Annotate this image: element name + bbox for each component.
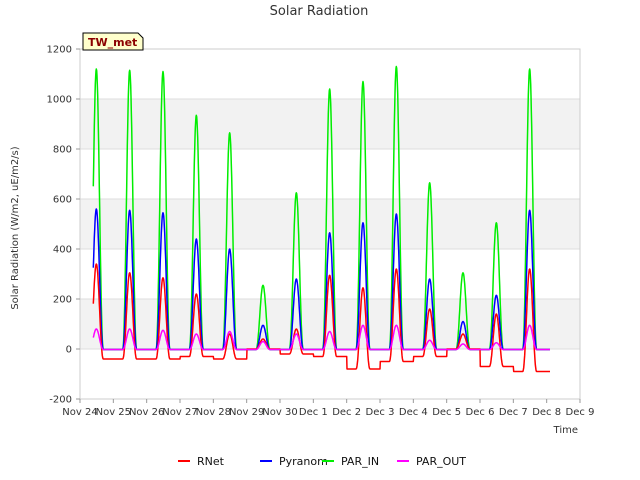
- x-tick-label: Dec 4: [399, 407, 428, 418]
- series-layer: [92, 65, 551, 373]
- legend-label-pyranom: Pyranom: [279, 455, 328, 468]
- x-tick-label: Dec 2: [332, 407, 361, 418]
- y-axis-ticks: -200 0 200 400 600 800 1000 1200: [47, 45, 80, 406]
- legend-label-par-out: PAR_OUT: [416, 455, 466, 468]
- site-tag-box: [82, 32, 144, 51]
- x-tick-label: Dec 5: [432, 407, 461, 418]
- site-tag-label: TW_met: [88, 36, 137, 49]
- plot-background: [80, 99, 580, 349]
- x-tick-label: Nov 24: [62, 407, 97, 418]
- y-tick-label: 1200: [47, 45, 72, 56]
- plot-band: [80, 199, 580, 249]
- x-tick-label: Nov 27: [162, 407, 197, 418]
- chart-title: Solar Radiation: [270, 4, 369, 19]
- x-tick-label: Dec 8: [532, 407, 561, 418]
- y-tick-label: 600: [53, 195, 72, 206]
- x-axis-label: Time: [553, 425, 578, 436]
- y-tick-label: 0: [66, 345, 72, 356]
- legend-label-rnet: RNet: [197, 455, 225, 468]
- x-tick-label: Dec 7: [499, 407, 528, 418]
- legend: RNet Pyranom PAR_IN PAR_OUT: [178, 455, 466, 468]
- y-tick-label: 200: [53, 295, 72, 306]
- x-tick-label: Nov 30: [262, 407, 297, 418]
- y-tick-label: 800: [53, 145, 72, 156]
- x-tick-label: Nov 26: [129, 407, 164, 418]
- x-tick-label: Dec 6: [466, 407, 495, 418]
- y-tick-label: 400: [53, 245, 72, 256]
- x-tick-label: Nov 25: [96, 407, 131, 418]
- x-tick-label: Nov 29: [229, 407, 264, 418]
- legend-label-par-in: PAR_IN: [341, 455, 379, 468]
- series-line-par-out: [92, 324, 551, 351]
- site-tag: TW_met: [82, 32, 144, 51]
- x-tick-label: Nov 28: [196, 407, 231, 418]
- y-tick-label: -200: [49, 395, 72, 406]
- y-tick-label: 1000: [47, 95, 72, 106]
- plot-band: [80, 99, 580, 149]
- plot-band: [80, 299, 580, 349]
- plot-frame: [79, 48, 581, 400]
- y-axis-label: Solar Radiation (W/m2, uE/m2/s): [10, 146, 21, 309]
- x-tick-label: Dec 3: [366, 407, 395, 418]
- x-tick-label: Dec 1: [299, 407, 328, 418]
- x-tick-label: Dec 9: [566, 407, 595, 418]
